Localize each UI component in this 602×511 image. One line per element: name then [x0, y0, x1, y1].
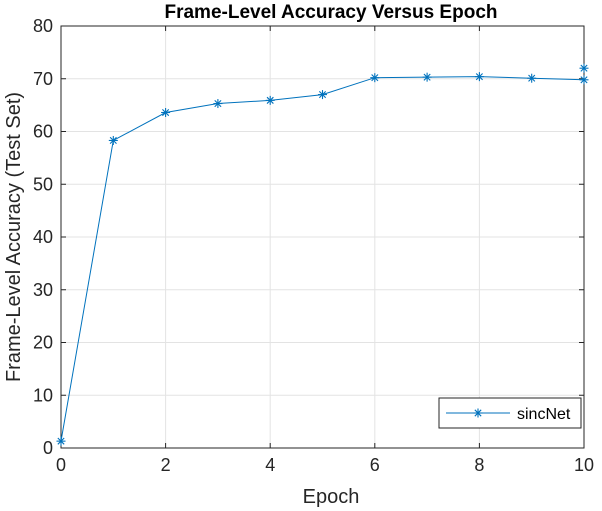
marker-stroke [423, 73, 431, 81]
marker-stroke [528, 74, 536, 82]
y-tick-label: 0 [43, 438, 53, 458]
x-tick-label: 4 [265, 455, 275, 475]
y-tick-label: 30 [33, 280, 53, 300]
legend-label-sincnet: sincNet [517, 406, 571, 423]
data-point [265, 95, 275, 105]
series-layer [56, 63, 589, 446]
x-tick-label: 10 [574, 455, 594, 475]
x-axis-label: Epoch [303, 486, 360, 508]
marker-stroke [109, 136, 117, 145]
data-point [579, 75, 589, 85]
marker-stroke [318, 91, 327, 99]
y-tick-label: 80 [33, 16, 53, 36]
data-point [161, 108, 171, 118]
marker-stroke [580, 64, 588, 72]
data-point [474, 72, 484, 82]
y-tick-label: 60 [33, 122, 53, 142]
legend-marker [473, 408, 483, 418]
marker-stroke [57, 437, 65, 445]
data-point [213, 99, 223, 109]
y-axis-label: Frame-Level Accuracy (Test Set) [3, 92, 25, 382]
chart-title: Frame-Level Accuracy Versus Epoch [164, 2, 497, 23]
extra-data-point [579, 63, 589, 73]
marker-stroke [214, 99, 222, 108]
legend-marker-asterisk [473, 408, 483, 418]
y-tick-label: 70 [33, 69, 53, 89]
data-point [370, 73, 380, 83]
marker-stroke [475, 73, 483, 81]
y-tick-label: 50 [33, 174, 53, 194]
marker-stroke [474, 409, 482, 417]
data-point [56, 436, 66, 446]
data-point [108, 135, 118, 145]
legend: sincNet [438, 397, 582, 429]
x-tick-label: 8 [474, 455, 484, 475]
axis-ticks: 0 2 4 6 8 10 0 10 20 30 40 50 60 70 80 [33, 16, 594, 475]
x-tick-label: 0 [56, 455, 66, 475]
data-point [422, 72, 432, 82]
marker-stroke [580, 76, 588, 84]
y-tick-label: 40 [33, 227, 53, 247]
y-tick-label: 20 [33, 333, 53, 353]
x-tick-label: 2 [161, 455, 171, 475]
x-tick-label: 6 [370, 455, 380, 475]
marker-stroke [266, 96, 274, 104]
marker-stroke [162, 108, 170, 117]
data-point [527, 73, 537, 83]
y-tick-label: 10 [33, 385, 53, 405]
marker-stroke [371, 74, 379, 82]
data-point [318, 90, 327, 100]
